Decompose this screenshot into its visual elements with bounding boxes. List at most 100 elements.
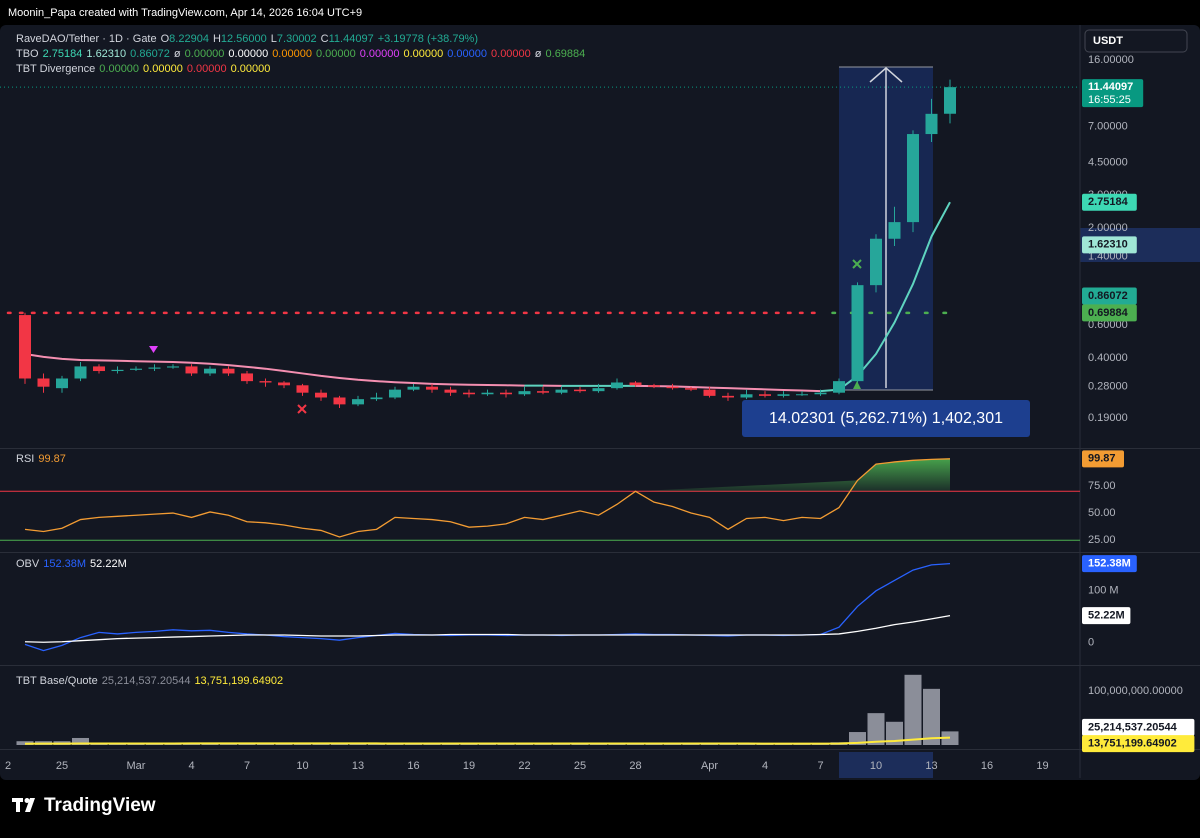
pane-value: 99.87 xyxy=(38,453,66,465)
indicator-value: ø xyxy=(174,48,181,60)
price-tag-label: 2.75184 xyxy=(1088,196,1129,208)
y-tick-label: 2.00000 xyxy=(1088,222,1128,234)
candle-body xyxy=(130,369,142,370)
x-tick-label: 16 xyxy=(407,760,419,772)
indicator-value: 2.75184 xyxy=(43,48,83,60)
candle-body xyxy=(75,366,87,378)
x-tick-label: Apr xyxy=(701,760,718,772)
ohlc-value: 7.30002 xyxy=(277,33,317,45)
candle-body xyxy=(722,396,734,398)
x-tick-label: 25 xyxy=(574,760,586,772)
candle-body xyxy=(500,393,512,395)
candle-body xyxy=(556,390,568,393)
candle-body xyxy=(56,378,68,388)
pane-legend: RSI 99.87 xyxy=(16,452,70,467)
ohlc-key: L xyxy=(271,33,277,45)
candle-body xyxy=(38,378,50,386)
ohlc-value: 11.44097 xyxy=(329,33,374,45)
x-tick-label: 25 xyxy=(56,760,68,772)
candle-body xyxy=(389,390,401,398)
price-tag-label: 25,214,537.20544 xyxy=(1088,721,1178,733)
candle-body xyxy=(852,285,864,381)
x-tick-label: 4 xyxy=(762,760,768,772)
y-tick-label: 75.00 xyxy=(1088,480,1116,492)
candle-body xyxy=(371,397,383,399)
price-tag-label: 11.44097 xyxy=(1088,81,1133,93)
x-tick-label: 28 xyxy=(629,760,641,772)
candle-body xyxy=(223,369,235,374)
candle-body xyxy=(445,390,457,393)
indicator-value: 1.62310 xyxy=(86,48,126,60)
indicator-value: 0.00000 xyxy=(491,48,531,60)
candle-body xyxy=(889,222,901,239)
candle-body xyxy=(149,368,161,369)
measure-label: 14.02301 (5,262.71%) 1,402,301 xyxy=(769,410,1003,427)
price-tag-label: 0.86072 xyxy=(1088,290,1128,302)
candle-body xyxy=(796,394,808,395)
x-tick-label: 7 xyxy=(244,760,250,772)
pane-title: OBV xyxy=(16,558,39,570)
indicator-value: 0.00000 xyxy=(272,48,312,60)
candle-body xyxy=(241,373,253,381)
ohlc-key: C xyxy=(321,33,329,45)
bar xyxy=(868,713,885,745)
price-tag-countdown: 16:55:25 xyxy=(1088,94,1131,106)
pane-title: RSI xyxy=(16,453,34,465)
candle-body xyxy=(167,366,179,367)
indicator-value: 0.00000 xyxy=(185,48,225,60)
price-tag-label: 52.22M xyxy=(1088,610,1125,622)
brand-logo xyxy=(12,798,35,812)
candle-body xyxy=(260,381,272,382)
ohlc-key: H xyxy=(213,33,221,45)
candle-body xyxy=(186,366,198,373)
candle-body xyxy=(833,381,845,393)
pane-value: 152.38M xyxy=(43,558,86,570)
y-tick-label: 100 M xyxy=(1088,585,1119,597)
pane-value: 13,751,199.64902 xyxy=(194,675,283,687)
candle-body xyxy=(944,87,956,114)
candle-body xyxy=(112,370,124,371)
indicator-value: 0.00000 xyxy=(360,48,400,60)
candle-body xyxy=(19,315,31,378)
y-tick-label: 7.00000 xyxy=(1088,121,1128,133)
bar xyxy=(923,689,940,745)
candle-body xyxy=(204,369,216,374)
candle-body xyxy=(593,388,605,391)
ohlc-key: O xyxy=(161,33,170,45)
candle-body xyxy=(315,393,327,398)
indicator-value: 0.00000 xyxy=(316,48,356,60)
logo-part xyxy=(16,798,20,812)
y-tick-label: 0.19000 xyxy=(1088,412,1128,424)
x-tick-label: 10 xyxy=(296,760,308,772)
candle-body xyxy=(574,390,586,392)
x-tick-label: 19 xyxy=(463,760,475,772)
candle-body xyxy=(667,387,679,388)
x-tick-label: 22 xyxy=(518,760,530,772)
candle-body xyxy=(870,239,882,285)
candle-body xyxy=(537,391,549,393)
x-tick-label: 16 xyxy=(981,760,993,772)
x-tick-label: 4 xyxy=(188,760,194,772)
y-tick-label: 16.00000 xyxy=(1088,54,1134,66)
indicator-value: 0.86072 xyxy=(130,48,170,60)
indicator-name: TBT Divergence xyxy=(16,63,95,75)
candle-body xyxy=(93,366,105,371)
price-change: +3.19778 (+38.79%) xyxy=(378,33,478,45)
indicator-name: TBO xyxy=(16,48,39,60)
indicator-value: 0.00000 xyxy=(403,48,443,60)
candle-body xyxy=(704,390,716,396)
candle-body xyxy=(611,382,623,388)
x-tick-label: 2 xyxy=(5,760,11,772)
attribution: Moonin_Papa created with TradingView.com… xyxy=(8,7,362,19)
time-range-highlight xyxy=(839,752,933,778)
price-tag-label: 99.87 xyxy=(1088,453,1116,465)
currency-label: USDT xyxy=(1093,35,1123,47)
price-tag-label: 152.38M xyxy=(1088,558,1131,570)
price-tag-label: 13,751,199.64902 xyxy=(1088,737,1177,749)
y-tick-label: 50.00 xyxy=(1088,507,1116,519)
